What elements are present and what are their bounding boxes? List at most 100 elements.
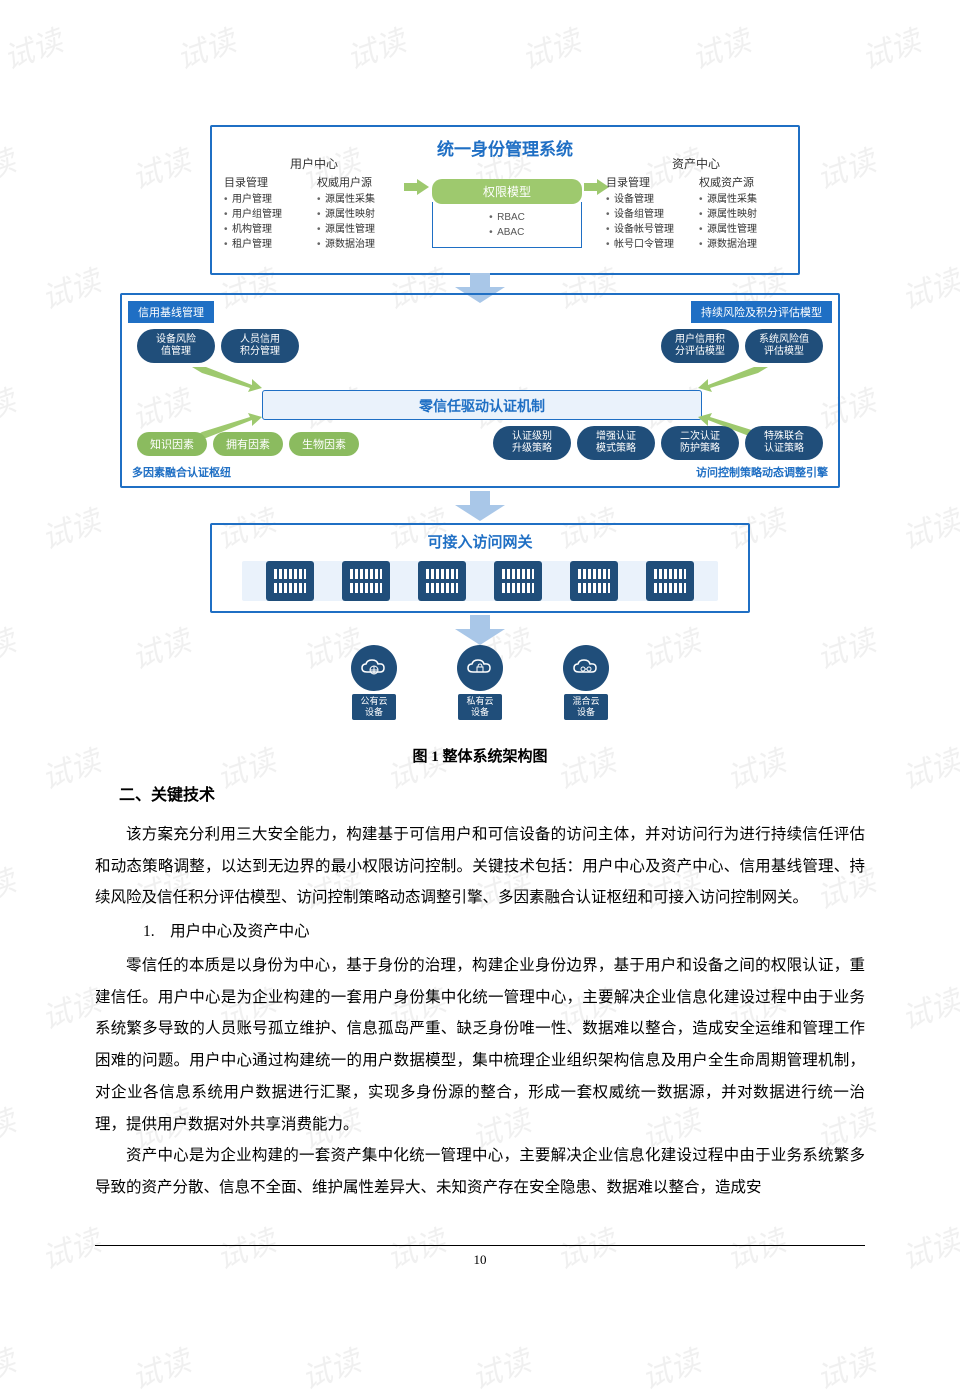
diagram-pill: 生物因素 [289, 432, 359, 456]
diagram-pill: 人员信用 积分管理 [221, 329, 299, 363]
asset-center-title: 资产中心 [606, 155, 786, 172]
paragraph: 零信任的本质是以身份为中心，基于身份的治理，构建企业身份边界，基于用户和设备之间… [95, 950, 865, 1141]
watermark-text: 试读 [809, 1336, 880, 1398]
arrow-diag-icon [698, 367, 768, 392]
watermark-text: 试读 [464, 1336, 535, 1398]
permission-model: 权限模型 RBACABAC [432, 179, 582, 248]
list-item: 源属性映射 [699, 207, 786, 222]
list-item: 机构管理 [224, 222, 311, 237]
asset-center: 资产中心 目录管理 设备管理设备组管理设备帐号管理帐号口令管理 权威资产源 源属… [606, 155, 786, 252]
zero-trust-box: 信用基线管理 持续风险及积分评估模型 设备风险 值管理人员信用 积分管理 用户信… [120, 293, 840, 488]
watermark-text: 试读 [339, 16, 410, 78]
user-colB-items: 源属性采集源属性映射源属性管理源数据治理 [317, 192, 404, 252]
pills-top-left: 设备风险 值管理人员信用 积分管理 [134, 329, 302, 363]
watermark-text: 试读 [894, 496, 960, 558]
watermark-text: 试读 [894, 976, 960, 1038]
zero-trust-center: 零信任驱动认证机制 [262, 390, 702, 420]
cloud-hybrid: 混合云 设备 [563, 645, 609, 720]
pills-bot-left: 知识因素拥有因素生物因素 [134, 432, 362, 456]
footer-rule [95, 1245, 865, 1246]
watermark-text: 试读 [634, 1336, 705, 1398]
diagram-pill: 系统风险值 评估模型 [745, 329, 823, 363]
watermark-text: 试读 [169, 16, 240, 78]
gateway-node-icon [646, 561, 694, 601]
diagram-pill: 特殊联合 认证策略 [745, 426, 823, 460]
arrow-down-icon [455, 491, 505, 521]
label-credit-baseline: 信用基线管理 [128, 301, 214, 323]
list-item: RBAC [489, 210, 525, 225]
paragraph: 资产中心是为企业构建的一套资产集中化统一管理中心，主要解决企业信息化建设过程中由… [95, 1140, 865, 1204]
pills-top-right: 用户信用积 分评估模型系统风险值 评估模型 [658, 329, 826, 363]
watermark-text: 试读 [34, 1216, 105, 1278]
user-colA-title: 目录管理 [224, 174, 311, 190]
user-colA-items: 用户管理用户组管理机构管理租户管理 [224, 192, 311, 252]
label-risk-model: 持续风险及积分评估模型 [691, 301, 832, 323]
watermark-text: 试读 [549, 1216, 620, 1278]
diagram-pill: 增强认证 模式策略 [577, 426, 655, 460]
watermark-text: 试读 [894, 1216, 960, 1278]
list-item: ABAC [489, 225, 525, 240]
list-item: 1. 用户中心及资产中心 [143, 916, 865, 948]
gateway-box: 可接入访问网关 [210, 523, 750, 613]
watermark-text: 试读 [0, 856, 21, 918]
cloud-label: 混合云 设备 [564, 694, 607, 720]
gateway-title: 可接入访问网关 [212, 531, 748, 552]
list-item: 设备管理 [606, 192, 693, 207]
watermark-text: 试读 [894, 256, 960, 318]
watermark-text: 试读 [0, 1096, 21, 1158]
list-item: 源数据治理 [699, 237, 786, 252]
list-item: 源属性采集 [317, 192, 404, 207]
cloud-private: 私有云 设备 [457, 645, 503, 720]
list-item: 用户组管理 [224, 207, 311, 222]
watermark-text: 试读 [894, 736, 960, 798]
pills-bot-right: 认证级别 升级策略增强认证 模式策略二次认证 防护策略特殊联合 认证策略 [490, 426, 826, 460]
list-item: 源属性映射 [317, 207, 404, 222]
list-item: 用户管理 [224, 192, 311, 207]
list-item: 帐号口令管理 [606, 237, 693, 252]
list-item: 源属性管理 [699, 222, 786, 237]
diagram-pill: 二次认证 防护策略 [661, 426, 739, 460]
watermark-text: 试读 [719, 1216, 790, 1278]
diagram-pill: 认证级别 升级策略 [493, 426, 571, 460]
diagram-pill: 知识因素 [137, 432, 207, 456]
page-number: 10 [0, 1252, 960, 1268]
gateway-node-icon [342, 561, 390, 601]
watermark-text: 试读 [0, 1336, 21, 1398]
watermark-text: 试读 [0, 16, 68, 78]
user-center-title: 用户中心 [224, 155, 404, 172]
cloud-label: 私有云 设备 [458, 694, 501, 720]
arrow-left-icon [404, 179, 429, 195]
list-item: 设备组管理 [606, 207, 693, 222]
diagram-pill: 设备风险 值管理 [137, 329, 215, 363]
cloud-row: 公有云 设备 私有云 设备 混合云 设备 [120, 645, 840, 720]
watermark-text: 试读 [124, 1336, 195, 1398]
architecture-diagram: 统一身份管理系统 用户中心 目录管理 用户管理用户组管理机构管理租户管理 权威用… [120, 115, 840, 735]
cloud-icon [351, 645, 397, 691]
diagram-pill: 用户信用积 分评估模型 [661, 329, 739, 363]
arrow-down-icon [455, 615, 505, 645]
user-colB-title: 权威用户源 [317, 174, 404, 190]
asset-colB-title: 权威资产源 [699, 174, 786, 190]
list-item: 源数据治理 [317, 237, 404, 252]
paragraph: 该方案充分利用三大安全能力，构建基于可信用户和可信设备的访问主体，并对访问行为进… [95, 819, 865, 914]
cloud-public: 公有云 设备 [351, 645, 397, 720]
list-item: 源属性采集 [699, 192, 786, 207]
gateway-node-icon [418, 561, 466, 601]
section-heading: 二、关键技术 [119, 780, 865, 813]
gateway-node-icon [494, 561, 542, 601]
watermark-text: 试读 [294, 1336, 365, 1398]
gateway-node-icon [570, 561, 618, 601]
watermark-text: 试读 [0, 136, 21, 198]
perm-title: 权限模型 [432, 179, 582, 204]
watermark-text: 试读 [0, 376, 21, 438]
cloud-icon [457, 645, 503, 691]
watermark-text: 试读 [514, 16, 585, 78]
list-item: 设备帐号管理 [606, 222, 693, 237]
page-content: 统一身份管理系统 用户中心 目录管理 用户管理用户组管理机构管理租户管理 权威用… [95, 115, 865, 1204]
perm-items: RBACABAC [432, 202, 582, 248]
body-text: 二、关键技术 该方案充分利用三大安全能力，构建基于可信用户和可信设备的访问主体，… [95, 780, 865, 1204]
asset-colA-items: 设备管理设备组管理设备帐号管理帐号口令管理 [606, 192, 693, 252]
cloud-label: 公有云 设备 [352, 694, 395, 720]
cloud-icon [563, 645, 609, 691]
watermark-text: 试读 [379, 1216, 450, 1278]
